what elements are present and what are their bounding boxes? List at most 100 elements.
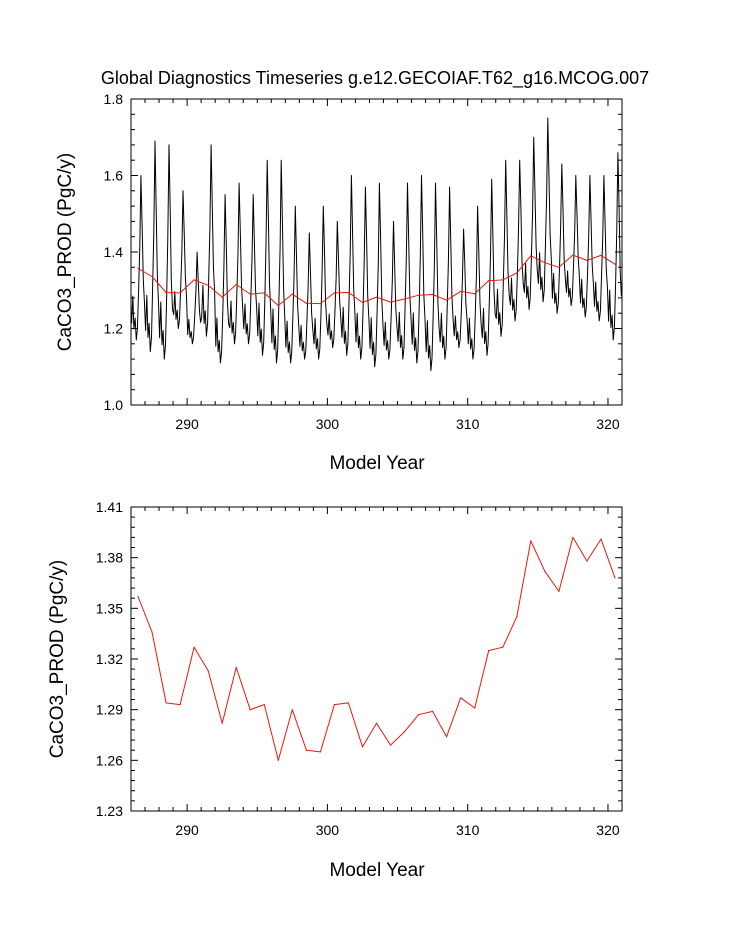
annual-mean-point xyxy=(277,305,279,307)
bottom-x-axis-label: Model Year xyxy=(329,860,425,881)
annual-mean-point xyxy=(474,293,476,295)
x-tick-label: 320 xyxy=(596,822,620,838)
annual-mean-point xyxy=(460,290,462,292)
annual-mean-point xyxy=(544,570,546,572)
bottom-y-axis-label: CaCO3_PROD (PgC/y) xyxy=(47,560,68,759)
top-chart-series xyxy=(131,117,622,372)
annual-mean-point xyxy=(193,646,195,648)
annual-mean-point xyxy=(502,646,504,648)
annual-mean-point xyxy=(418,714,420,716)
top-y-axis-label: CaCO3_PROD (PgC/y) xyxy=(55,153,76,352)
annual-mean-point xyxy=(235,666,237,669)
annual-mean-point xyxy=(319,303,321,305)
annual-mean-point xyxy=(572,254,574,256)
annual-mean-point xyxy=(305,749,307,751)
annual-mean-point xyxy=(263,292,265,294)
annual-mean-point xyxy=(165,291,167,294)
annual-mean-point xyxy=(291,293,293,295)
annual-mean-point xyxy=(474,707,476,709)
annual-mean-point xyxy=(389,301,392,303)
annual-mean-point xyxy=(460,697,462,699)
annual-mean-point xyxy=(530,540,532,542)
annual-mean-point xyxy=(586,259,588,261)
annual-mean-point xyxy=(586,560,588,562)
bottom-chart-frame xyxy=(130,506,623,812)
annual-mean-point xyxy=(600,538,602,540)
annual-mean-point xyxy=(207,670,209,672)
annual-mean-point xyxy=(432,710,434,713)
annual-mean-point xyxy=(389,744,392,746)
annual-mean-point xyxy=(179,704,181,706)
y-tick-label: 1.23 xyxy=(96,803,123,819)
annual-mean-point xyxy=(151,631,153,633)
annual-mean-point xyxy=(502,279,504,281)
y-tick-label: 1.0 xyxy=(104,397,124,413)
x-tick-label: 310 xyxy=(456,416,480,432)
annual-mean-point xyxy=(179,292,181,294)
annual-mean-point xyxy=(488,650,490,652)
annual-mean-point xyxy=(488,280,490,282)
y-tick-label: 1.38 xyxy=(96,550,123,566)
annual-mean-point xyxy=(333,704,335,706)
annual-mean-point xyxy=(404,298,406,300)
annual-mean-point xyxy=(432,293,434,296)
y-tick-label: 1.26 xyxy=(96,752,123,768)
annual-mean-point xyxy=(558,590,560,593)
annual-mean-point xyxy=(319,751,321,753)
y-tick-label: 1.32 xyxy=(96,651,123,667)
annual-mean-point xyxy=(221,296,223,298)
chart-title: Global Diagnostics Timeseries g.e12.GECO… xyxy=(101,68,649,89)
annual-mean-point xyxy=(375,722,378,724)
annual-mean-point xyxy=(614,577,616,579)
annual-mean-point xyxy=(305,302,307,304)
annual-mean-point xyxy=(137,267,139,269)
top-chart: Global Diagnostics Timeseries g.e12.GECO… xyxy=(55,68,649,474)
annual-mean-point xyxy=(333,292,335,294)
y-tick-label: 1.2 xyxy=(104,321,124,337)
annual-mean-point xyxy=(544,262,546,264)
annual-mean-point xyxy=(151,275,153,278)
annual-mean-point xyxy=(263,704,265,706)
annual-mean-point xyxy=(572,536,574,539)
x-tick-label: 300 xyxy=(316,822,340,838)
annual-mean-point xyxy=(137,595,139,598)
monthly-series-line xyxy=(131,117,622,372)
y-tick-label: 1.4 xyxy=(104,244,124,260)
annual-mean-point xyxy=(516,272,518,274)
annual-mean-point xyxy=(530,255,532,257)
annual-mean-point xyxy=(446,299,448,301)
y-tick-label: 1.6 xyxy=(104,168,124,184)
annual-mean-line xyxy=(137,536,616,761)
annual-mean-point xyxy=(347,291,349,294)
annual-mean-point xyxy=(249,709,251,711)
annual-mean-point xyxy=(277,759,279,761)
x-tick-label: 310 xyxy=(456,822,480,838)
y-tick-label: 1.29 xyxy=(96,702,123,718)
annual-mean-point xyxy=(165,702,167,704)
y-tick-label: 1.8 xyxy=(104,91,124,107)
annual-mean-point xyxy=(193,279,195,281)
annual-mean-point xyxy=(516,616,518,618)
annual-mean-point xyxy=(404,731,406,733)
annual-mean-point xyxy=(375,296,378,298)
top-x-axis-label: Model Year xyxy=(329,453,425,474)
x-tick-label: 320 xyxy=(596,416,620,432)
annual-mean-point xyxy=(361,746,364,748)
top-chart-frame xyxy=(130,98,623,406)
annual-mean-point xyxy=(249,293,251,295)
x-tick-label: 290 xyxy=(175,822,199,838)
annual-mean-point xyxy=(347,702,349,704)
annual-mean-point xyxy=(291,709,293,711)
annual-mean-point xyxy=(446,736,448,738)
annual-mean-point xyxy=(235,283,237,286)
x-tick-label: 290 xyxy=(175,416,199,432)
annual-mean-point xyxy=(207,284,209,286)
y-tick-label: 1.41 xyxy=(96,499,123,515)
annual-mean-point xyxy=(614,263,616,265)
y-tick-label: 1.35 xyxy=(96,600,123,616)
bottom-chart-ticks: 290 300 310 320 1.23 1.26 1.29 1.32 1.35 1.38 1.41 xyxy=(96,499,623,838)
x-tick-label: 300 xyxy=(316,416,340,432)
bottom-chart: 290 300 310 320 1.23 1.26 1.29 1.32 1.35 1.38 1.41… xyxy=(47,499,623,881)
bottom-chart-series xyxy=(137,536,616,761)
annual-mean-point xyxy=(558,266,560,268)
